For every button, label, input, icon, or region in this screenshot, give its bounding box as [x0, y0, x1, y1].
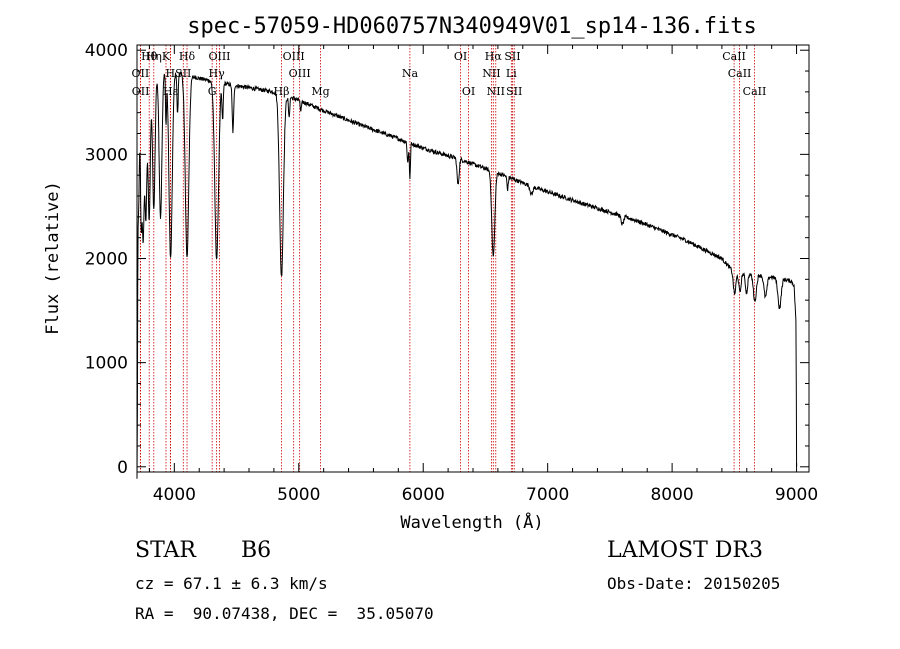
line-label-8: SII: [504, 50, 520, 63]
y-tick-label-0: 0: [117, 458, 128, 478]
x-tick-label-0: 4000: [153, 485, 196, 505]
line-label-12: SII: [175, 67, 191, 80]
line-label-18: CaII: [728, 67, 752, 80]
line-label-13: Hγ: [209, 67, 226, 80]
x-tick-label-2: 6000: [402, 485, 445, 505]
x-tick-label-3: 7000: [526, 485, 569, 505]
line-label-2: K: [162, 50, 171, 63]
x-axis-ticks: 4000 5000 6000 7000 8000 9000: [148, 45, 818, 505]
chart-title: spec-57059-HD060757N340949V01_sp14-136.f…: [187, 14, 757, 39]
y-tick-label-1: 1000: [85, 354, 128, 374]
line-label-23: Mg: [311, 85, 329, 98]
line-label-16: NII: [482, 67, 500, 80]
x-tick-label-4: 8000: [650, 485, 693, 505]
y-axis-label: Flux (relative): [43, 181, 63, 335]
x-tick-label-5: 9000: [775, 485, 818, 505]
plot-frame: [136, 44, 810, 473]
x-tick-label-1: 5000: [277, 485, 320, 505]
line-label-17: Li: [506, 67, 517, 80]
line-label-9: CaII: [722, 50, 746, 63]
line-label-4: OIII: [208, 50, 230, 63]
line-label-15: Na: [402, 67, 419, 80]
spectrum-line: [136, 71, 798, 479]
line-label-26: SII: [506, 85, 522, 98]
y-tick-label-4: 4000: [85, 41, 128, 61]
redshift-readout: cz = 67.1 ± 6.3 km/s: [135, 574, 328, 593]
object-subclass: B6: [241, 538, 272, 563]
line-label-25: NII: [487, 85, 505, 98]
line-label-14: OIII: [289, 67, 311, 80]
spectral-line-markers: [139, 45, 755, 472]
line-label-0: Hθ: [141, 50, 158, 63]
survey-name: LAMOST DR3: [607, 538, 763, 563]
y-axis-ticks: 0 1000 2000 3000 4000: [85, 41, 809, 478]
line-label-7: Hα: [485, 50, 503, 63]
y-tick-label-3: 3000: [85, 145, 128, 165]
x-axis-label: Wavelength (Å): [400, 511, 543, 533]
object-type: STAR: [135, 538, 196, 563]
sky-coordinates: RA = 90.07438, DEC = 35.05070: [135, 604, 434, 623]
line-label-22: Hβ: [274, 85, 290, 98]
line-label-11: H: [166, 67, 176, 80]
line-label-5: OIII: [283, 50, 305, 63]
observation-date: Obs-Date: 20150205: [607, 574, 781, 593]
line-label-3: Hδ: [179, 50, 196, 63]
line-label-27: CaII: [743, 85, 767, 98]
line-label-6: OI: [454, 50, 467, 63]
y-tick-label-2: 2000: [85, 250, 128, 270]
line-label-1: Hη: [146, 50, 162, 63]
line-label-24: OI: [462, 85, 475, 98]
line-label-10: OII: [132, 67, 150, 80]
